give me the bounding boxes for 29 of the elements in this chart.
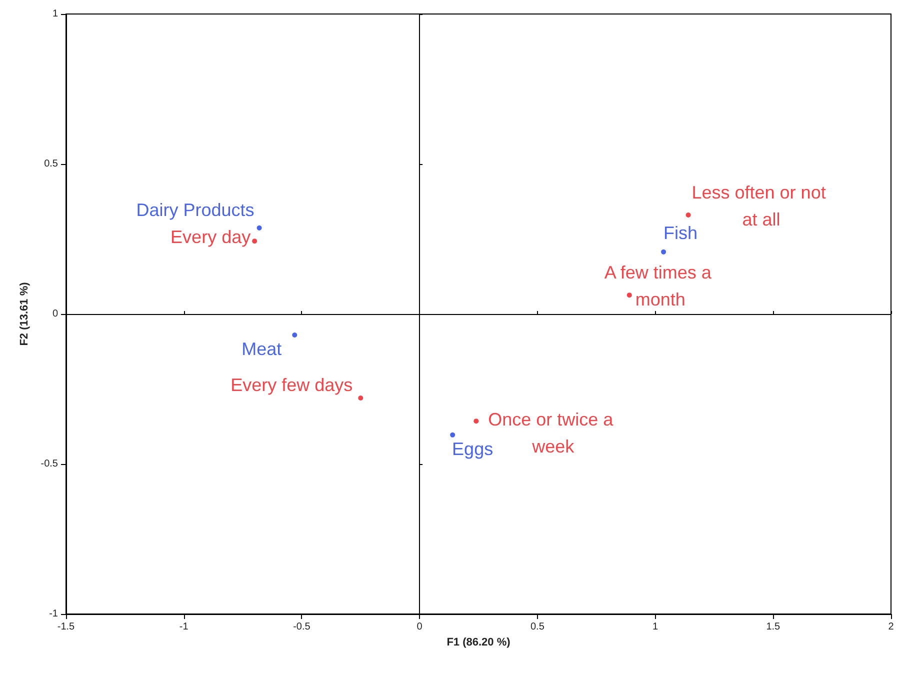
x-tick-label: -1: [179, 622, 189, 632]
point: [252, 238, 258, 244]
x-tick-label: 0.5: [530, 622, 545, 632]
data-label: Every day: [170, 227, 251, 248]
x-tick-label: 0: [416, 622, 423, 632]
point: [358, 396, 364, 400]
x-tick-label: -0.5: [293, 622, 311, 632]
x-tick-label: -1.5: [57, 622, 76, 632]
point: [256, 225, 262, 230]
point: [450, 432, 456, 438]
y-tick-label: 0: [52, 308, 58, 320]
point: [474, 418, 479, 424]
data-label: Dairy Products: [136, 200, 254, 220]
point: [661, 249, 666, 254]
y-tick-label: 1: [52, 8, 58, 20]
x-tick-label: 1: [652, 622, 659, 632]
y-tick-label: -1: [49, 608, 58, 620]
y-axis-title: F2 (13.61 %): [18, 282, 30, 346]
x-tick-label: 1.5: [766, 622, 781, 632]
data-label: Meat: [242, 339, 282, 359]
data-label: A few times a month: [604, 262, 716, 310]
point: [686, 212, 691, 218]
y-tick-label: 0.5: [44, 158, 58, 170]
data-label: Every few days: [230, 375, 353, 395]
point: [292, 332, 298, 338]
x-axis-title: F1 (86.20 %): [446, 636, 511, 648]
point: [626, 292, 632, 298]
y-tick-label: -0.5: [40, 458, 58, 470]
x-tick-label: 2: [888, 622, 894, 632]
